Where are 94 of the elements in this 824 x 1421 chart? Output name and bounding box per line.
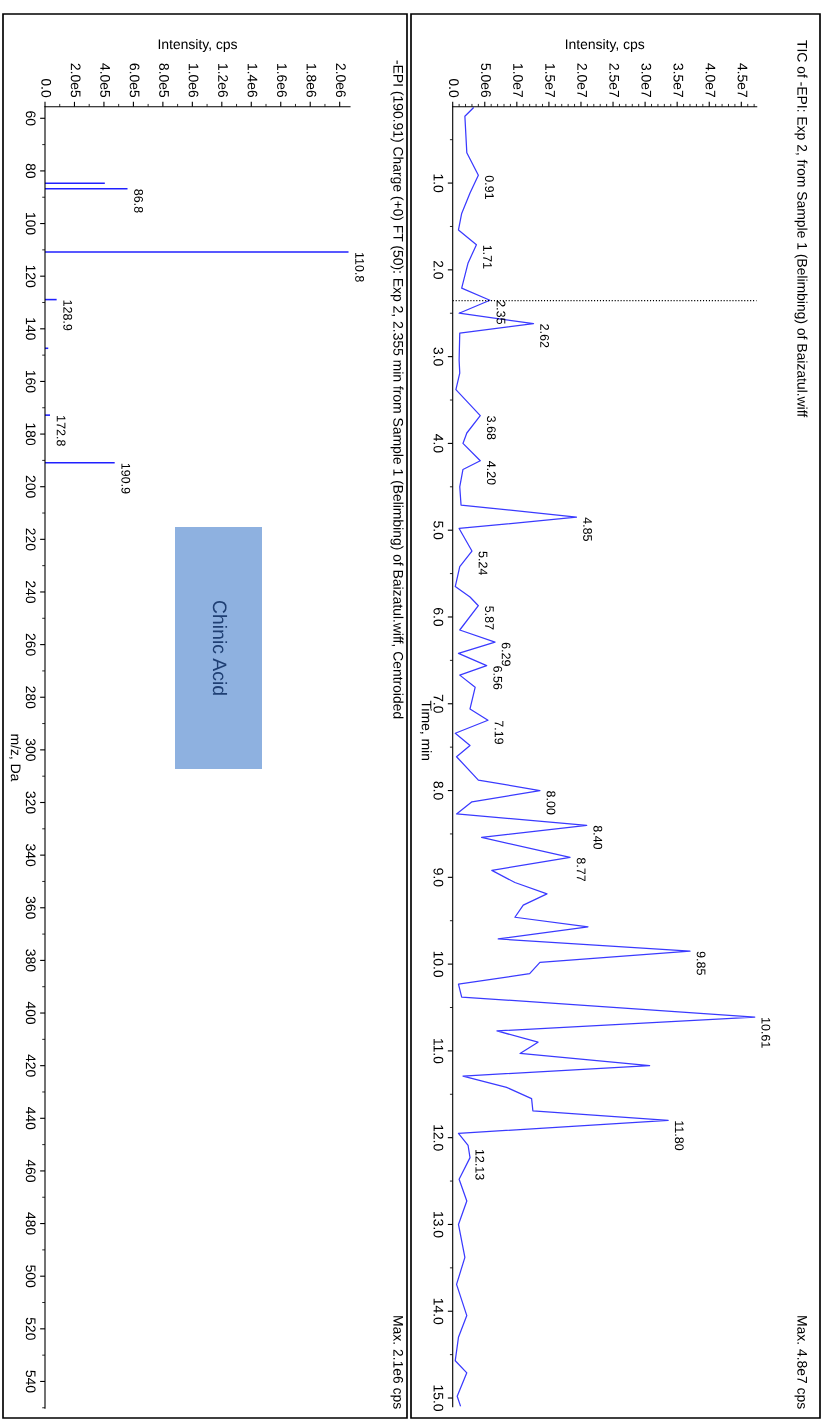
x-tick-label: 4.0e7 [705,63,716,97]
x-tick-label: 0.0 [41,78,52,98]
y-tick-label: 500 [25,1265,36,1288]
y-tick-label: 12.0 [433,1125,444,1151]
y-tick-label: 11.0 [433,1038,444,1064]
y-tick-label: 180 [25,423,36,446]
annotation: 4.20 [486,461,496,485]
y-tick-label: 220 [25,528,36,551]
y-tick-label: 14.0 [433,1298,444,1325]
x-tick-label: 2.5e7 [609,63,620,97]
annotation: 5.24 [478,551,488,575]
annotation: 12.13 [475,1149,485,1180]
x-tick-label: 0.0 [448,78,459,98]
y-tick-label: 380 [25,949,36,972]
annotation: 8.40 [593,825,603,850]
x-tick-label: 5.0e6 [481,63,491,98]
y-tick-label: 120 [25,265,36,288]
x-tick-label: 1.2e6 [218,63,228,98]
annotation: 4.85 [583,517,592,541]
annotation: 7.19 [494,720,504,744]
annotation: 9.85 [696,951,706,975]
x-tick-label: 3.5e7 [673,63,684,97]
y-tick-label: 6.0 [433,608,444,627]
x-tick-label: 4.5e7 [737,63,748,97]
y-tick-label: 160 [25,370,36,393]
y-tick-label: 480 [25,1212,36,1235]
y-tick-label: 460 [25,1159,36,1182]
y-tick-label: 400 [25,1001,36,1025]
x-tick-label: 8.0e5 [159,63,169,98]
y-axis-title: m/z, Da [9,734,21,782]
x-tick-label: 1.0e6 [188,63,199,98]
annotation: 8.77 [576,857,586,882]
annotation: 3.68 [486,416,496,440]
x-tick-label: 1.0e7 [513,63,523,97]
annotation: 190.9 [121,463,131,494]
y-tick-label: 200 [25,475,36,498]
x-tick-label: 4.0e5 [100,63,111,98]
x-tick-label: 3.0e7 [641,63,652,97]
annotation: 10.61 [761,1018,771,1048]
x-axis-title: Intensity, cps [565,38,645,52]
y-tick-label: 8.0 [433,781,444,800]
y-tick-label: 140 [25,318,36,340]
y-tick-label: 240 [25,581,36,604]
y-tick-label: 300 [25,738,36,761]
y-tick-label: 440 [25,1107,36,1130]
y-axis-title: Time, min [419,700,432,761]
y-tick-label: 15.0 [433,1385,444,1411]
y-tick-label: 80 [25,163,36,179]
annotation: 1.71 [483,245,492,269]
text: Max. 4.8e7 cps [794,1316,808,1409]
annotation: 110.8 [355,252,365,282]
annotation: 5.87 [484,606,494,630]
y-tick-label: 420 [25,1054,36,1077]
y-tick-label: 4.0 [433,434,444,453]
annotation: 2.35 [496,300,506,325]
annotation: 2.62 [540,324,549,348]
y-tick-label: 100 [25,213,36,235]
y-tick-label: 340 [25,844,36,867]
x-tick-label: 1.4e6 [247,63,258,98]
annotation: 172.8 [56,416,66,446]
annotation: 6.29 [501,642,511,666]
y-tick-label: 1.0 [433,174,444,193]
y-tick-label: 10.0 [433,951,444,978]
y-tick-label: 540 [25,1370,36,1393]
x-tick-label: 1.5e7 [545,63,555,97]
y-tick-label: 520 [25,1317,36,1340]
x-axis-title: Intensity, cps [158,38,238,52]
y-tick-label: 320 [25,791,36,814]
y-tick-label: 5.0 [433,521,444,540]
y-tick-label: 7.0 [433,694,444,713]
y-tick-label: 9.0 [433,868,444,887]
annotation: 86.8 [134,189,143,213]
x-tick-label: 6.0e5 [129,63,140,98]
y-tick-label: 13.0 [433,1212,444,1238]
y-tick-label: 280 [25,686,36,709]
x-tick-label: 2.0e6 [335,63,346,98]
y-tick-label: 3.0 [433,347,444,366]
text: Max. 2.1e6 cps [390,1316,404,1409]
y-tick-label: 360 [25,896,36,919]
text: -EPI (190.91) Charge (+0) FT (50): Exp 2, 2.355 min from Sample 1 (Belimbing) of Baizatul.wiff, Centroided [390,60,404,719]
annotation: 128.9 [63,300,73,331]
annotation: 6.56 [493,666,503,690]
x-tick-label: 1.8e6 [306,63,317,98]
x-tick-label: 2.0e5 [70,63,81,98]
text: TIC of -EPI: Exp 2, from Sample 1 (Belimbing) of Baizatul.wiff [794,40,808,418]
x-tick-label: 1.6e6 [277,63,287,98]
annotation: Chinic Acid [212,600,228,695]
x-tick-label: 2.0e7 [577,63,588,97]
annotation: 8.00 [546,791,556,815]
annotation: 0.91 [484,175,494,199]
annotation: 11.80 [674,1121,684,1151]
y-tick-label: 260 [25,633,36,656]
y-tick-label: 2.0 [433,260,444,279]
y-tick-label: 60 [25,111,36,126]
